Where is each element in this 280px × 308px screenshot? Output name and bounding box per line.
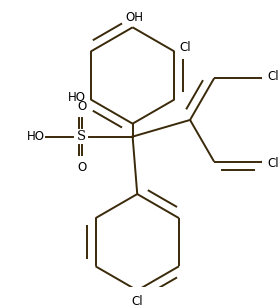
Text: Cl: Cl <box>267 70 279 83</box>
Text: O: O <box>77 99 86 112</box>
Text: Cl: Cl <box>131 295 143 308</box>
Text: S: S <box>77 130 86 143</box>
Text: HO: HO <box>27 130 45 143</box>
Text: Cl: Cl <box>267 157 279 170</box>
Text: O: O <box>77 161 86 174</box>
Text: HO: HO <box>68 91 86 104</box>
Text: OH: OH <box>125 10 143 24</box>
Text: Cl: Cl <box>179 41 191 54</box>
